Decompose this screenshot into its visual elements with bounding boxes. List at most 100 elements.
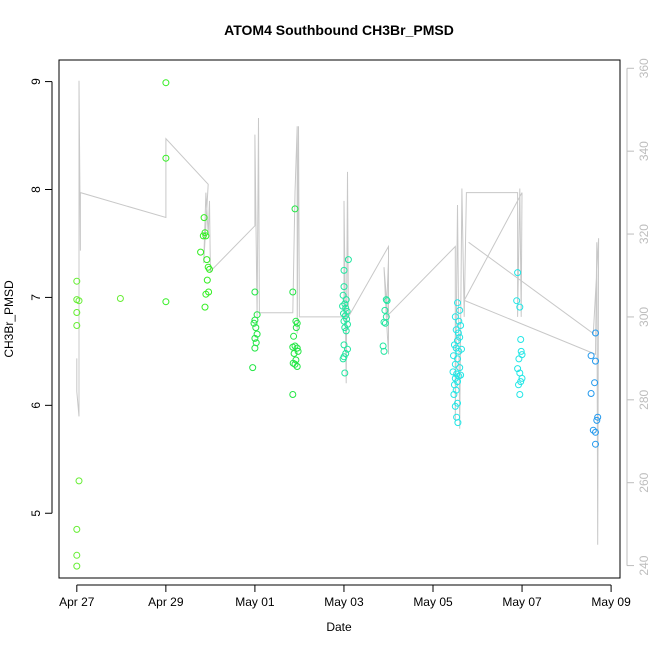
data-point — [75, 297, 83, 305]
data-point — [453, 370, 461, 378]
x-tick-label: Apr 27 — [59, 595, 95, 609]
data-point — [451, 313, 459, 321]
data-point — [593, 416, 601, 424]
point-series — [73, 79, 602, 570]
data-point — [340, 341, 348, 349]
y2-tick-label: 280 — [637, 389, 650, 409]
data-point — [517, 336, 525, 343]
data-point — [291, 205, 299, 213]
data-point — [290, 332, 298, 340]
data-point — [454, 299, 461, 307]
data-point — [292, 324, 300, 332]
data-point — [202, 232, 210, 240]
y-tick-label: 7 — [29, 294, 43, 301]
data-point — [457, 322, 465, 329]
data-point — [73, 322, 81, 329]
data-point — [289, 343, 297, 351]
data-point — [518, 374, 526, 382]
data-point — [592, 428, 599, 436]
axes: Apr 27 Apr 29 May 01 May 03 May 05 May 07 May … — [29, 58, 650, 609]
data-point — [454, 329, 462, 337]
data-point — [197, 248, 205, 256]
y2-tick-label: 300 — [637, 307, 650, 327]
x-tick-label: May 01 — [235, 595, 275, 609]
data-point — [206, 265, 213, 273]
x-tick-label: May 07 — [502, 595, 542, 609]
y-tick-label: 9 — [29, 78, 43, 85]
data-point — [250, 319, 258, 327]
data-point — [456, 306, 464, 314]
data-point — [516, 391, 524, 398]
x-tick-label: May 05 — [413, 595, 453, 609]
data-point — [202, 290, 210, 298]
y-axis-label: CH3Br_PMSD — [2, 280, 16, 358]
chart-title: ATOM4 Southbound CH3Br_PMSD — [224, 22, 454, 38]
data-point — [289, 288, 297, 296]
data-point — [517, 347, 525, 355]
data-point — [592, 329, 599, 337]
data-point — [592, 440, 599, 448]
data-point — [380, 347, 388, 355]
data-point — [73, 551, 81, 559]
plot-frame — [58, 59, 621, 579]
data-point — [514, 365, 522, 373]
data-point — [516, 303, 524, 311]
data-point — [203, 276, 211, 284]
y2-tick-label: 240 — [637, 555, 650, 575]
data-point — [162, 154, 170, 162]
data-point — [343, 307, 351, 315]
data-point — [513, 297, 521, 305]
data-point — [75, 477, 83, 485]
data-point — [162, 79, 170, 87]
data-point — [341, 369, 349, 377]
data-point — [450, 391, 458, 398]
data-point — [455, 317, 463, 325]
data-point — [451, 360, 459, 368]
data-point — [592, 357, 599, 365]
data-point — [253, 330, 261, 338]
y-tick-label: 6 — [29, 402, 43, 409]
data-point — [339, 355, 347, 363]
data-point — [341, 324, 349, 332]
x-tick-label: May 03 — [324, 595, 364, 609]
data-point — [252, 324, 260, 332]
data-point — [199, 232, 207, 240]
data-point — [587, 352, 595, 360]
data-point — [203, 256, 211, 264]
data-point — [454, 419, 462, 427]
data-point — [293, 363, 301, 370]
data-point — [340, 283, 348, 291]
data-point — [249, 364, 257, 372]
data-point — [251, 344, 259, 352]
data-point — [589, 426, 597, 434]
data-point — [587, 390, 595, 397]
data-point — [290, 350, 298, 357]
series-line — [76, 80, 600, 545]
data-point — [456, 364, 464, 372]
data-point — [451, 402, 459, 410]
data-point — [293, 344, 301, 352]
data-point — [293, 319, 301, 327]
y2-tick-label: 340 — [637, 141, 650, 161]
data-point — [591, 379, 599, 387]
y2-tick-label: 360 — [637, 58, 650, 78]
data-point — [344, 345, 351, 353]
data-point — [251, 288, 259, 296]
data-point — [382, 296, 390, 304]
data-point — [116, 295, 124, 302]
x-tick-label: Apr 29 — [148, 595, 184, 609]
data-point — [344, 256, 352, 264]
data-point — [289, 391, 297, 398]
data-point — [73, 277, 81, 285]
data-point — [515, 381, 522, 389]
data-point — [73, 562, 81, 570]
data-point — [449, 368, 457, 376]
data-point — [251, 316, 259, 324]
data-point — [514, 269, 522, 277]
y-tick-label: 5 — [29, 510, 43, 517]
x-tick-label: May 09 — [591, 595, 631, 609]
data-point — [73, 525, 81, 533]
data-point — [342, 350, 350, 357]
x-axis-label: Date — [326, 620, 352, 634]
